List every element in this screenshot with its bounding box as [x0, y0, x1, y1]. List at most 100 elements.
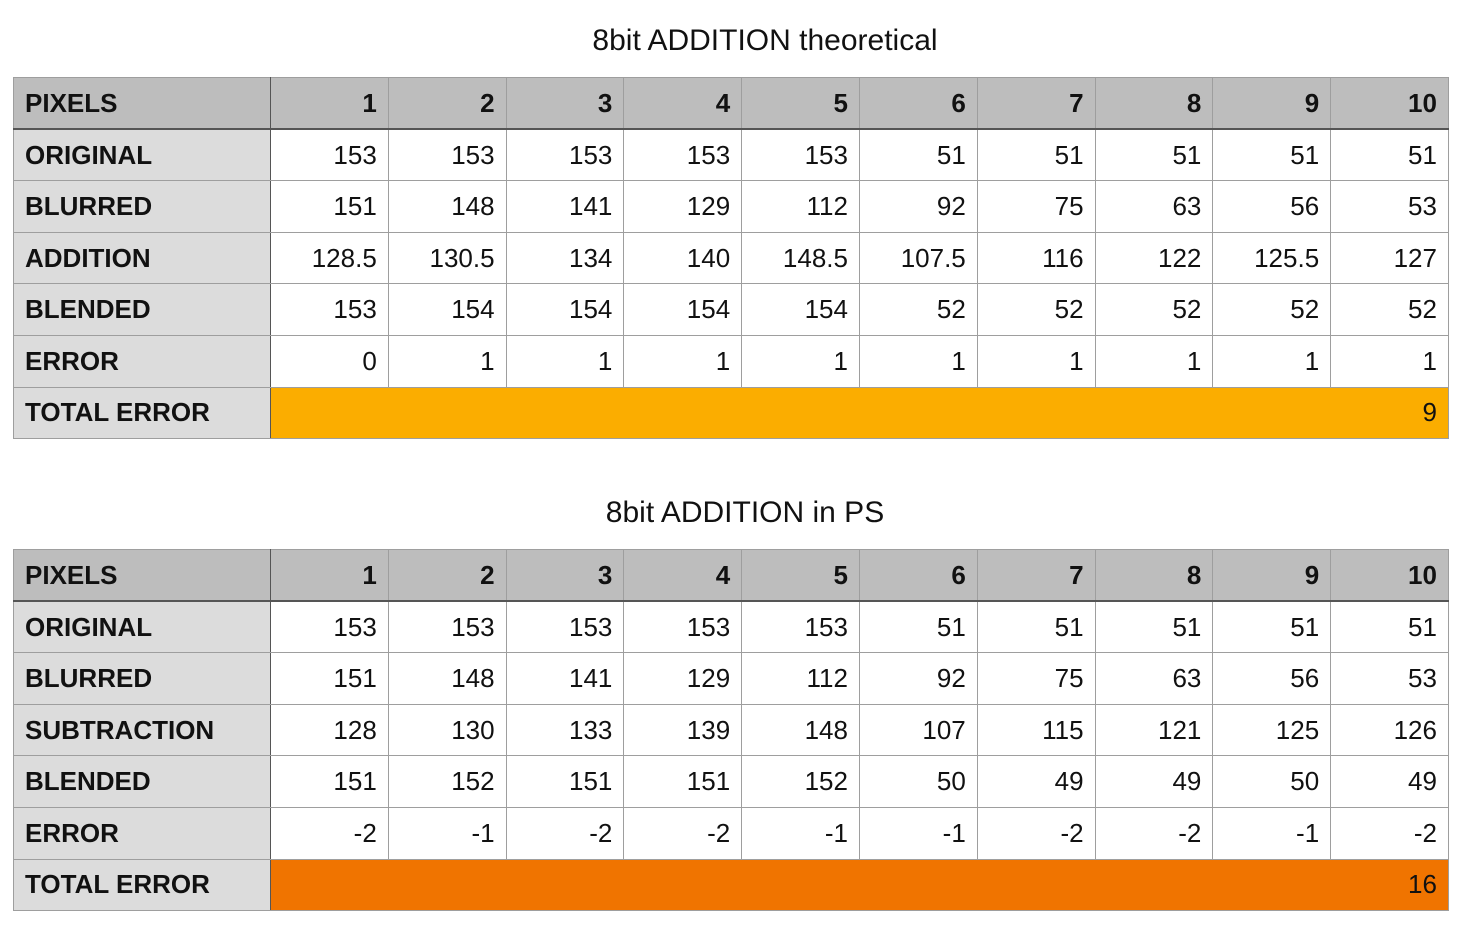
table-cell: 56 — [1212, 652, 1332, 705]
row-label: SUBTRACTION — [13, 703, 271, 757]
table-cell: 50 — [1212, 755, 1332, 808]
table-cell: -1 — [1212, 806, 1332, 860]
table-cell: 0 — [270, 334, 389, 388]
table-cell: 148.5 — [741, 231, 860, 285]
table-cell: -2 — [1330, 806, 1449, 860]
table-cell: 51 — [858, 128, 978, 182]
table-row: BLURRED 151 148 141 129 112 92 75 63 56 53 — [13, 652, 1449, 705]
table-cell: 152 — [741, 755, 860, 808]
header-cell: 6 — [858, 77, 978, 131]
table-cell: 50 — [858, 755, 978, 808]
table-row: ERROR 0 1 1 1 1 1 1 1 1 1 — [13, 334, 1449, 388]
table-cell: 126 — [1330, 703, 1449, 757]
table-title: 8bit ADDITION in PS — [605, 496, 885, 529]
table-row: ORIGINAL 153 153 153 153 153 51 51 51 51 51 — [13, 128, 1449, 182]
table-cell: 52 — [976, 283, 1096, 336]
table-cell: 153 — [741, 128, 860, 182]
table-cell: 125.5 — [1212, 231, 1332, 285]
header-cell: 5 — [741, 549, 860, 603]
table-cell: 107.5 — [858, 231, 978, 285]
header-cell: 8 — [1094, 549, 1214, 603]
table-cell: 153 — [387, 600, 507, 654]
table-cell: 51 — [1330, 128, 1449, 182]
table-cell: 1 — [623, 334, 743, 388]
table-cell: 121 — [1094, 703, 1214, 757]
header-cell: 3 — [505, 77, 625, 131]
table-cell: 75 — [976, 652, 1096, 705]
row-label: BLURRED — [13, 652, 271, 705]
header-cell: 8 — [1094, 77, 1214, 131]
header-cell: PIXELS — [13, 549, 271, 603]
table-cell: 151 — [270, 652, 389, 705]
table-cell: 52 — [858, 283, 978, 336]
row-label: BLURRED — [13, 180, 271, 233]
table-cell: 1 — [741, 334, 860, 388]
table-body: ORIGINAL 153 153 153 153 153 51 51 51 51 51 BLURRED… — [13, 600, 1449, 912]
table-cell: 151 — [623, 755, 743, 808]
table-cell: 116 — [976, 231, 1096, 285]
data-table: PIXELS 1 2 3 4 5 6 7 8 9 10 ORIGINAL 153 1… — [13, 77, 1449, 440]
row-label: ADDITION — [13, 231, 271, 285]
row-label: ERROR — [13, 806, 271, 860]
table-cell: 153 — [505, 600, 625, 654]
table-cell: 148 — [387, 180, 507, 233]
header-cell: 7 — [976, 77, 1096, 131]
table-cell: 1 — [1094, 334, 1214, 388]
table-cell: -1 — [858, 806, 978, 860]
table-cell: 153 — [741, 600, 860, 654]
total-label: TOTAL ERROR — [13, 386, 271, 440]
header-cell: 6 — [858, 549, 978, 603]
table-cell: 153 — [270, 600, 389, 654]
table-cell: 129 — [623, 180, 743, 233]
table-cell: 1 — [976, 334, 1096, 388]
table-cell: 49 — [1094, 755, 1214, 808]
table-cell: 1 — [1330, 334, 1449, 388]
table-cell: 134 — [505, 231, 625, 285]
header-cell: 2 — [387, 77, 507, 131]
table-cell: 128.5 — [270, 231, 389, 285]
total-label: TOTAL ERROR — [13, 858, 271, 912]
header-cell: 10 — [1330, 77, 1449, 131]
table-cell: 153 — [505, 128, 625, 182]
table-cell: 52 — [1330, 283, 1449, 336]
header-cell: 1 — [270, 77, 389, 131]
table-cell: 122 — [1094, 231, 1214, 285]
table-cell: 154 — [505, 283, 625, 336]
header-cell: 9 — [1212, 549, 1332, 603]
table-cell: -2 — [505, 806, 625, 860]
table-cell: 151 — [270, 180, 389, 233]
table-cell: 51 — [1212, 128, 1332, 182]
table-cell: 151 — [270, 755, 389, 808]
table-row: BLURRED 151 148 141 129 112 92 75 63 56 53 — [13, 180, 1449, 233]
table-cell: 53 — [1330, 180, 1449, 233]
table-cell: -1 — [741, 806, 860, 860]
table-cell: 112 — [741, 652, 860, 705]
table-row: BLENDED 153 154 154 154 154 52 52 52 52 52 — [13, 283, 1449, 336]
table-cell: 52 — [1212, 283, 1332, 336]
table-row: ERROR -2 -1 -2 -2 -1 -1 -2 -2 -1 -2 — [13, 806, 1449, 860]
table-row: ORIGINAL 153 153 153 153 153 51 51 51 51 51 — [13, 600, 1449, 654]
table-cell: 1 — [1212, 334, 1332, 388]
table-cell: 148 — [387, 652, 507, 705]
table-cell: -2 — [1094, 806, 1214, 860]
table-cell: 154 — [387, 283, 507, 336]
table-cell: -2 — [976, 806, 1096, 860]
total-row: TOTAL ERROR 9 — [13, 386, 1449, 440]
row-label: ERROR — [13, 334, 271, 388]
header-cell: PIXELS — [13, 77, 271, 131]
data-table: PIXELS 1 2 3 4 5 6 7 8 9 10 ORIGINAL 153 1… — [13, 549, 1449, 912]
header-cell: 3 — [505, 549, 625, 603]
header-cell: 1 — [270, 549, 389, 603]
table-cell: 1 — [505, 334, 625, 388]
header-cell: 4 — [623, 77, 743, 131]
total-value: 16 — [270, 858, 1449, 912]
table-cell: 130 — [387, 703, 507, 757]
header-row: PIXELS 1 2 3 4 5 6 7 8 9 10 — [13, 77, 1449, 131]
table-cell: 53 — [1330, 652, 1449, 705]
table-cell: 51 — [1094, 128, 1214, 182]
header-cell: 2 — [387, 549, 507, 603]
table-cell: 133 — [505, 703, 625, 757]
table-cell: 140 — [623, 231, 743, 285]
table-row: ADDITION 128.5 130.5 134 140 148.5 107.5 116 122… — [13, 231, 1449, 285]
table-cell: 128 — [270, 703, 389, 757]
